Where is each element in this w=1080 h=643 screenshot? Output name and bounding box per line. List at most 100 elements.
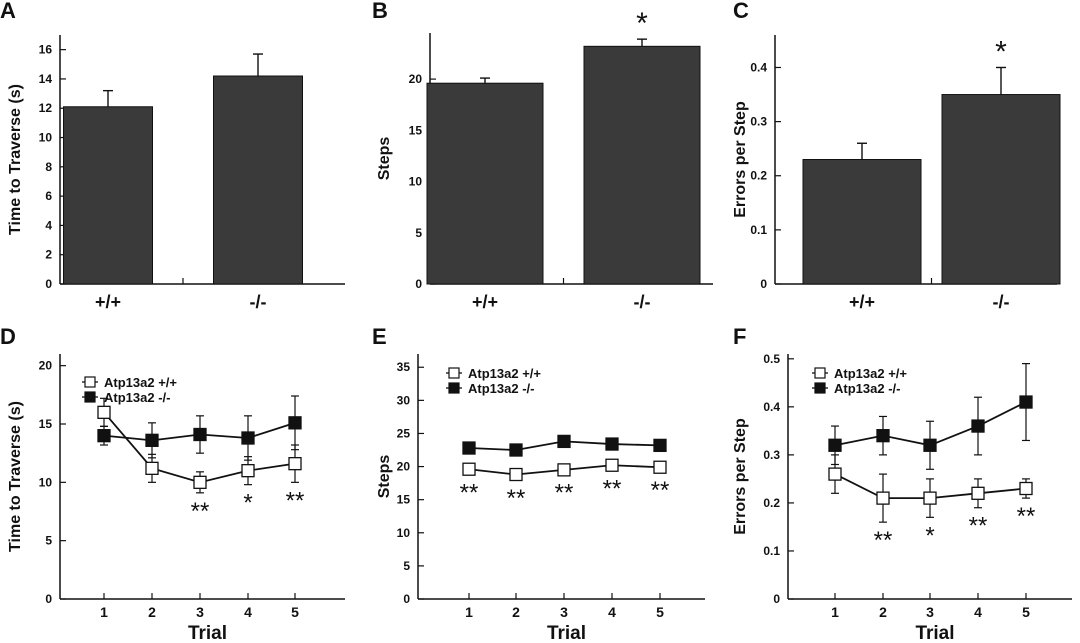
y-axis-label: Steps: [376, 455, 393, 499]
data-point: [923, 491, 937, 505]
data-point: [145, 433, 159, 447]
significance-marker: *: [925, 522, 934, 549]
category-label: +/+: [95, 292, 121, 312]
panel-E: E 0 5 10 15 20 25 30 35 Steps 1 2 3 4 5 Trial ** ** ** ** **…: [372, 324, 705, 643]
x-axis-label: Trial: [547, 623, 586, 643]
significance-marker: **: [603, 476, 622, 503]
legend-label: Atp13a2 +/+: [468, 366, 541, 381]
y-tick-label: 0.1: [750, 223, 767, 237]
panel-letter: E: [372, 324, 387, 349]
legend-label: Atp13a2 +/+: [104, 375, 177, 390]
x-tick-label: 2: [879, 604, 887, 620]
significance-marker: **: [651, 477, 670, 504]
significance-marker: **: [1017, 503, 1036, 530]
data-point: [193, 475, 207, 489]
panel-letter: F: [733, 324, 746, 349]
y-tick-label: 5: [45, 534, 52, 548]
panel-A: A 0 2 4 6 8 10 12 14 16 Time to Traverse (s) +/+ -/-: [0, 0, 345, 312]
y-tick-label: 0: [45, 277, 52, 291]
legend-marker: [448, 382, 460, 394]
significance-marker: *: [243, 490, 252, 517]
y-tick-label: 8: [45, 160, 52, 174]
data-point: [241, 431, 255, 445]
y-tick-label: 0.3: [750, 115, 767, 129]
series-knockout: [97, 395, 302, 461]
legend-label: Atp13a2 -/-: [468, 381, 534, 396]
legend-marker: [84, 391, 96, 403]
x-tick-label: 5: [291, 604, 299, 620]
legend: Atp13a2 +/+Atp13a2 -/-: [82, 375, 177, 405]
panel-letter: C: [733, 0, 749, 23]
y-tick-label: 5: [415, 226, 422, 240]
y-tick-label: 12: [39, 101, 53, 115]
y-tick-label: 10: [39, 475, 53, 489]
series-wildtype: [462, 458, 667, 482]
data-point: [923, 438, 937, 452]
x-tick-label: 1: [831, 604, 839, 620]
y-axis-label: Time to Traverse (s): [7, 401, 24, 552]
y-tick-label: 0.5: [763, 352, 780, 366]
y-tick-label: 2: [45, 248, 52, 262]
category-label: -/-: [634, 292, 651, 312]
y-tick-label: 16: [39, 43, 53, 57]
significance-marker: **: [191, 498, 210, 525]
y-axis-label: Errors per Step: [732, 418, 749, 535]
y-tick-label: 14: [39, 72, 53, 86]
x-tick-label: 5: [656, 604, 664, 620]
x-tick-label: 1: [465, 604, 473, 620]
y-tick-label: 30: [397, 393, 411, 407]
significance-marker: *: [995, 35, 1007, 68]
data-point: [557, 463, 571, 477]
x-tick-label: 5: [1022, 604, 1030, 620]
panel-letter: D: [0, 324, 16, 349]
legend-marker: [814, 367, 826, 379]
y-tick-label: 0.3: [763, 448, 780, 462]
bar-knockout: [941, 94, 1061, 285]
y-axis-label: Steps: [376, 137, 393, 181]
y-tick-label: 4: [45, 218, 52, 232]
panel-F: F 0 0.1 0.2 0.3 0.4 0.5 Errors per Step 1 2 3 4 5 Tri…: [732, 324, 1072, 643]
significance-marker: **: [874, 527, 893, 554]
y-axis-label: Time to Traverse (s): [7, 84, 24, 235]
data-point: [462, 441, 476, 455]
data-point: [145, 461, 159, 475]
y-tick-label: 5: [403, 559, 410, 573]
y-tick-label: 15: [409, 123, 423, 137]
bar-wildtype: [802, 159, 922, 285]
category-label: +/+: [472, 292, 498, 312]
x-tick-label: 1: [100, 604, 108, 620]
y-tick-label: 20: [409, 72, 423, 86]
y-tick-label: 0.4: [763, 400, 780, 414]
data-point: [509, 443, 523, 457]
data-point: [241, 464, 255, 478]
y-tick-label: 0.1: [763, 544, 780, 558]
category-label: +/+: [849, 292, 875, 312]
y-tick-label: 0: [403, 592, 410, 606]
data-point: [462, 462, 476, 476]
significance-marker: **: [969, 513, 988, 540]
y-tick-label: 20: [397, 460, 411, 474]
x-tick-label: 4: [608, 604, 616, 620]
y-tick-label: 25: [397, 426, 411, 440]
y-tick-label: 10: [39, 131, 53, 145]
y-tick-label: 10: [397, 526, 411, 540]
significance-marker: **: [507, 485, 526, 512]
y-tick-label: 0.2: [763, 496, 780, 510]
x-tick-label: 3: [196, 604, 204, 620]
significance-marker: **: [286, 487, 305, 514]
data-point: [828, 438, 842, 452]
y-tick-label: 0: [760, 277, 767, 291]
data-point: [193, 427, 207, 442]
data-point: [971, 419, 985, 433]
y-tick-label: 0: [45, 592, 52, 606]
bar-knockout: [583, 45, 701, 285]
data-point: [876, 491, 890, 505]
y-tick-label: 15: [397, 493, 411, 507]
y-tick-label: 0: [415, 277, 422, 291]
data-point: [557, 434, 571, 449]
panel-B: B 0 5 10 15 20 Steps +/+ -/- *: [372, 0, 713, 312]
category-label: -/-: [250, 292, 267, 312]
panel-D: D 0 5 10 15 20 Time to Traverse (s) 1 2 3 4 5 Trial *…: [0, 324, 345, 643]
bar-knockout: [213, 75, 303, 285]
